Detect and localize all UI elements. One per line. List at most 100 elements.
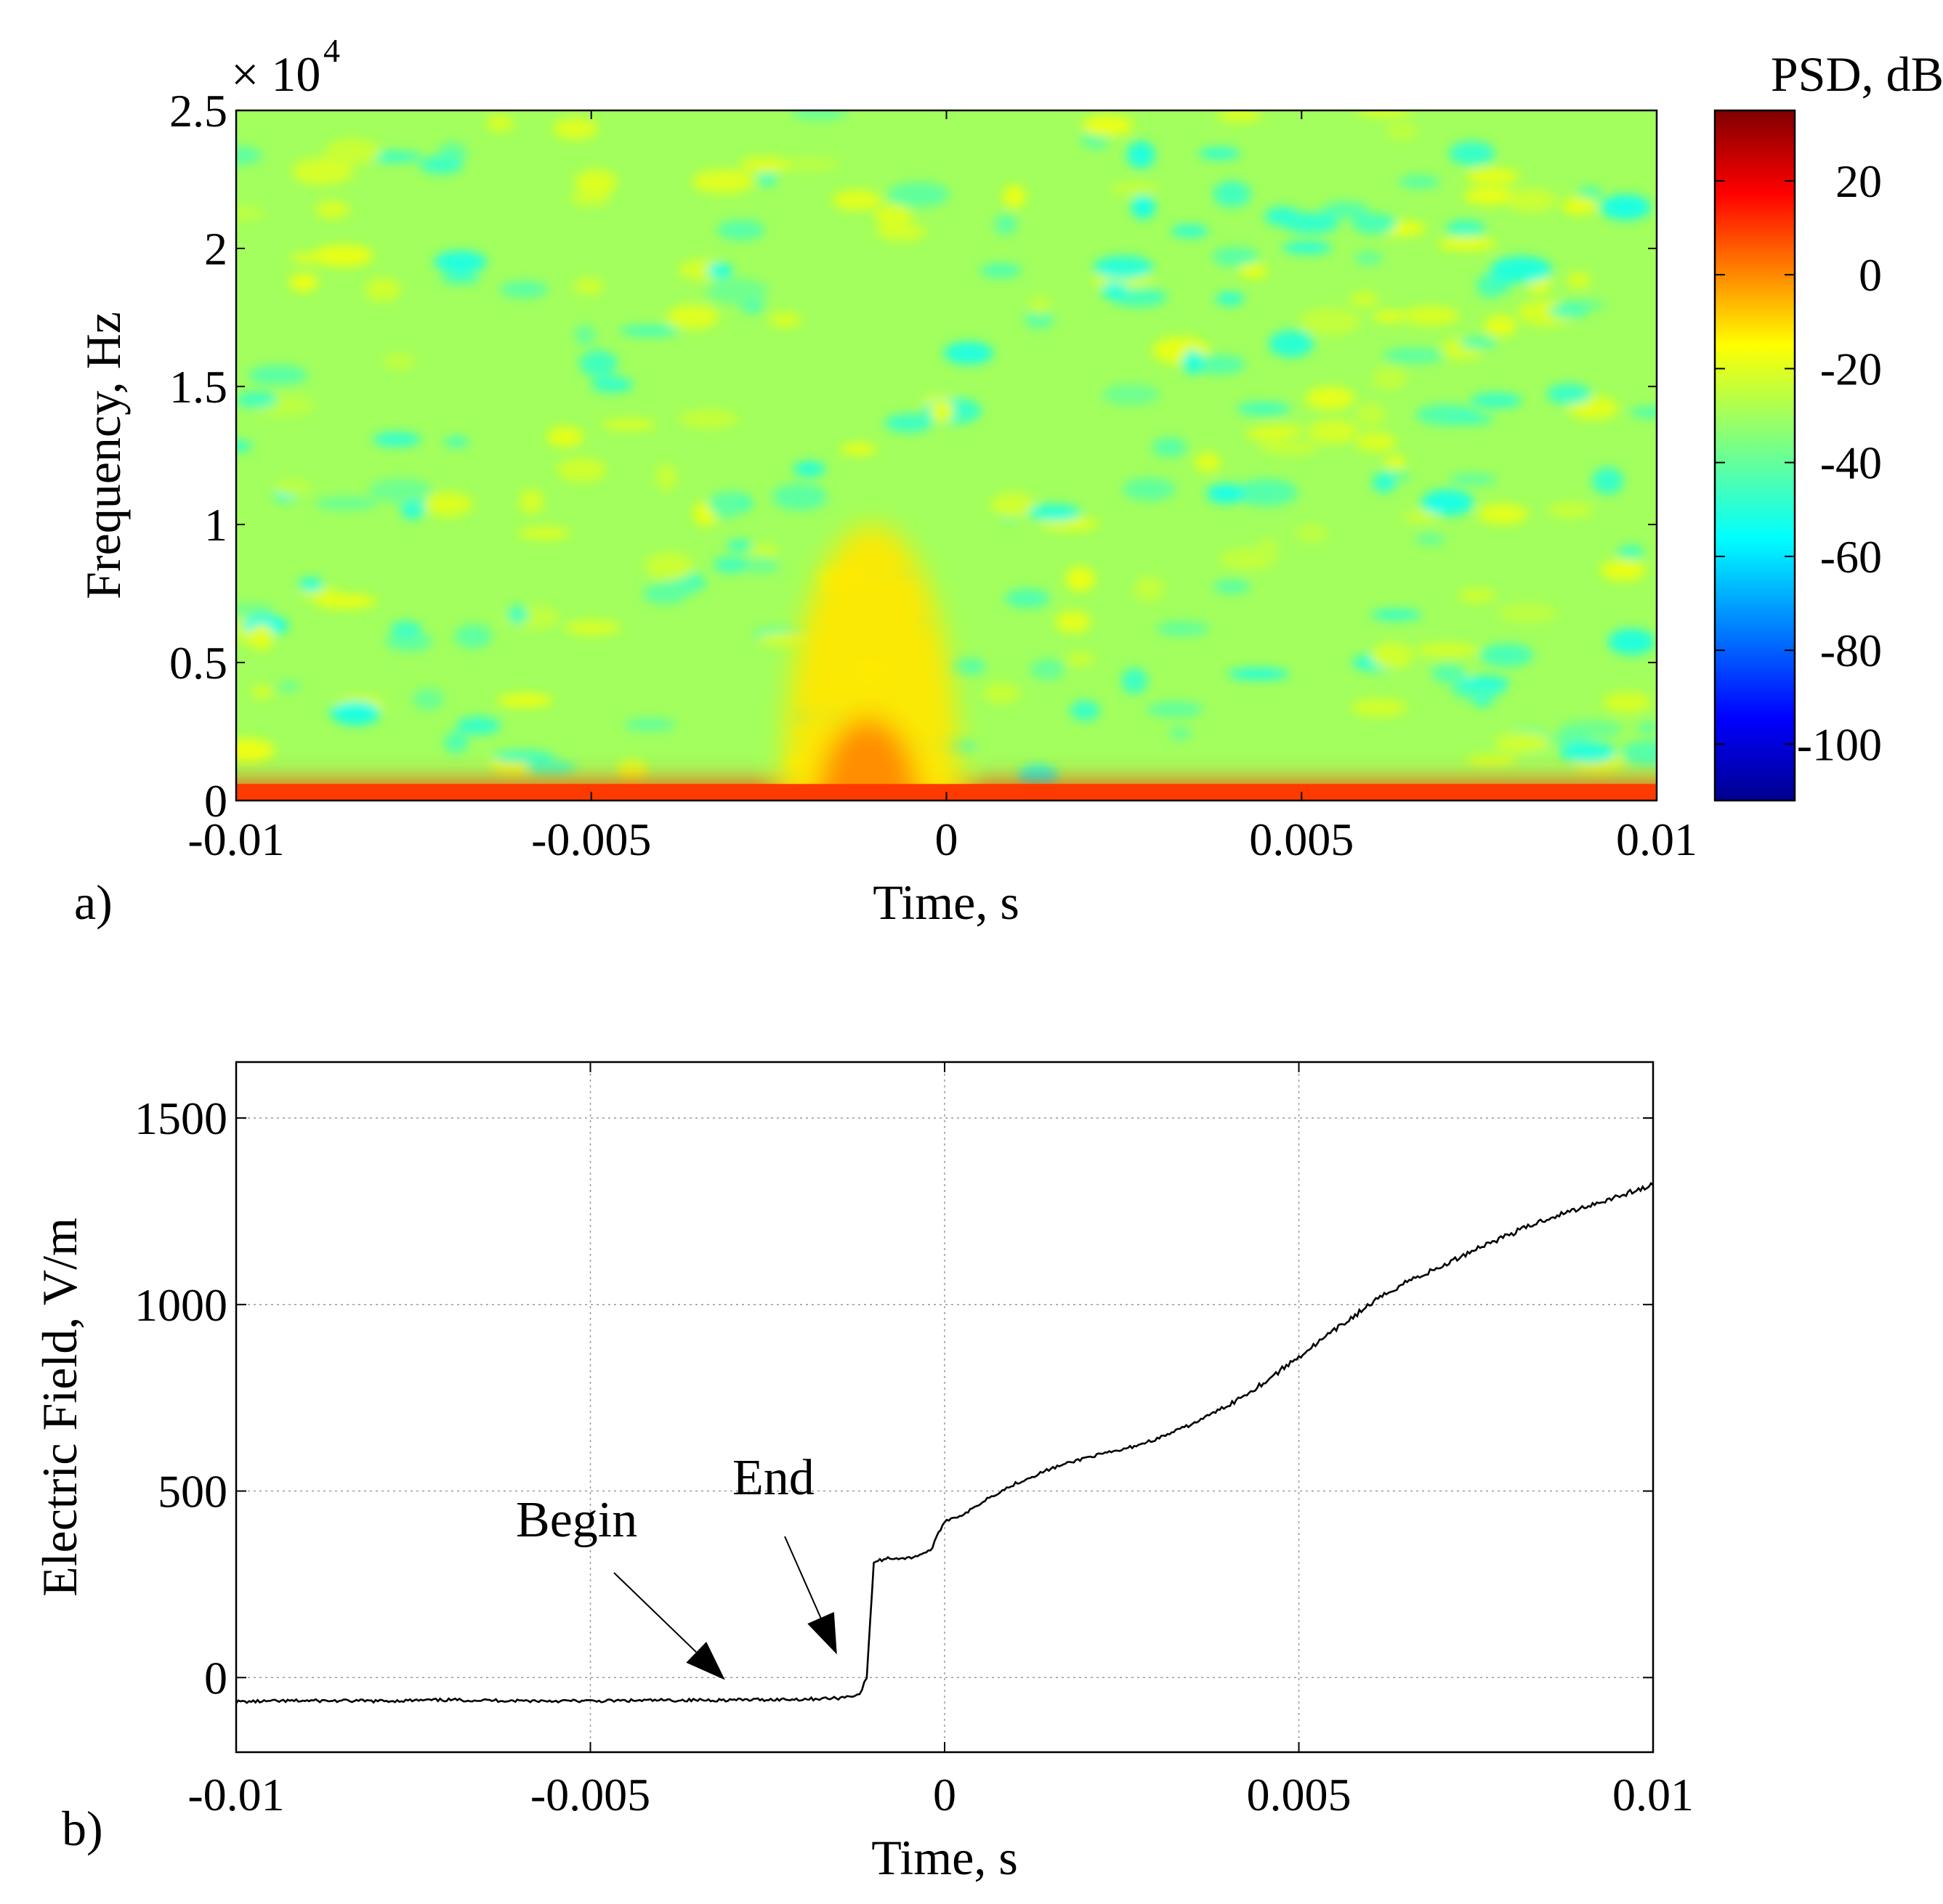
texture-blob [1211,246,1259,267]
texture-blob [247,365,309,386]
y-axis-label: Frequency, Hz [76,312,131,599]
texture-blob [1458,675,1510,691]
texture-blob [454,623,493,649]
texture-blob [575,169,618,195]
texture-blob [1259,440,1319,455]
texture-blob [1637,722,1657,733]
texture-blob [546,426,583,447]
texture-blob [757,633,809,645]
texture-blob [1171,224,1209,238]
texture-blob [1383,347,1445,364]
texture-blob [751,543,779,559]
texture-blob [325,138,380,165]
texture-blob [1227,668,1290,680]
texture-blob [1215,292,1245,306]
texture-blob [440,273,481,285]
x-tick-label: 0.005 [1249,814,1354,865]
texture-blob [884,413,933,433]
texture-blob [623,718,676,732]
colorbar-tick-label: 0 [1859,249,1882,301]
texture-blob [1470,392,1523,409]
texture-blob [422,492,473,517]
x-tick-label-b: 0.005 [1247,1769,1352,1820]
texture-blob [1121,668,1148,694]
texture-blob [1308,419,1359,444]
texture-blob [1402,511,1440,523]
texture-blob [1003,185,1026,208]
texture-blob [656,463,677,491]
texture-blob [1055,610,1091,633]
texture-blob [557,458,607,482]
texture-blob [579,349,618,377]
texture-blob [565,620,621,635]
texture-blob [1490,256,1553,283]
x-axis-ticks-b: -0.01 -0.005 0 0.005 0.01 [187,1062,1694,1820]
texture-blob [1600,559,1646,581]
texture-blob [506,604,529,625]
texture-blob [517,527,571,540]
texture-blob [1546,383,1592,405]
texture-blob [1168,726,1192,740]
y-exponent-power: 4 [323,32,340,69]
texture-blob [692,169,754,194]
texture-blob [315,496,379,511]
texture-blob [486,114,514,132]
texture-blob [1305,386,1355,410]
texture-blob [1216,110,1262,122]
annotation-begin-label: Begin [516,1492,637,1548]
texture-blob [1123,477,1176,501]
texture-blob [710,491,743,519]
colorbar-gradient [1713,109,1796,802]
texture-blob [1245,427,1292,441]
texture-blob [979,263,1022,278]
texture-blob [1126,141,1155,169]
panel-label-a: a) [74,875,113,930]
texture-blob [1386,121,1418,140]
colorbar-tick-label: -40 [1820,437,1882,489]
texture-blob [840,443,877,455]
texture-blob [289,273,318,292]
texture-blob [412,688,445,710]
texture-blob [1156,620,1210,637]
texture-blob [236,391,278,408]
x-tick-label-b: 0 [933,1769,956,1820]
texture-blob [276,681,301,692]
texture-blob [1372,367,1407,390]
texture-blob [1236,402,1291,416]
texture-blob [982,683,1021,704]
colorbar-label: PSD, dB/Hz [1771,46,1943,102]
texture-blob [1449,141,1495,166]
texture-blob [990,492,1035,518]
texture-blob [875,223,926,240]
texture-blob [1372,471,1397,493]
texture-blob [298,578,324,592]
texture-blob [443,732,469,753]
texture-blob [1349,291,1379,308]
texture-blob [520,489,544,514]
texture-blob [591,376,634,393]
texture-blob [1479,643,1534,667]
texture-blob [1027,503,1082,522]
texture-blob [1235,479,1298,506]
texture-blob [726,540,753,551]
texture-blob [249,624,274,651]
texture-blob [1463,187,1518,205]
texture-blob [251,685,273,699]
texture-blob [1402,307,1460,325]
texture-blob [943,341,994,365]
texture-blob [1028,296,1051,315]
texture-blob [1431,664,1466,684]
texture-blob [312,244,373,267]
texture-blob [491,750,554,763]
texture-blob [1603,692,1652,713]
texture-blob [1351,699,1407,717]
texture-blob [1018,764,1059,788]
y-tick-label: 1 [204,499,227,551]
colorbar-tick-label: -100 [1797,718,1882,770]
texture-blob [1383,455,1407,470]
texture-blob [791,110,848,121]
electric-field-series-line [236,1182,1653,1704]
y-axis-ticks-b: 0 500 1000 1500 [134,1093,1653,1704]
texture-blob [1065,652,1094,665]
